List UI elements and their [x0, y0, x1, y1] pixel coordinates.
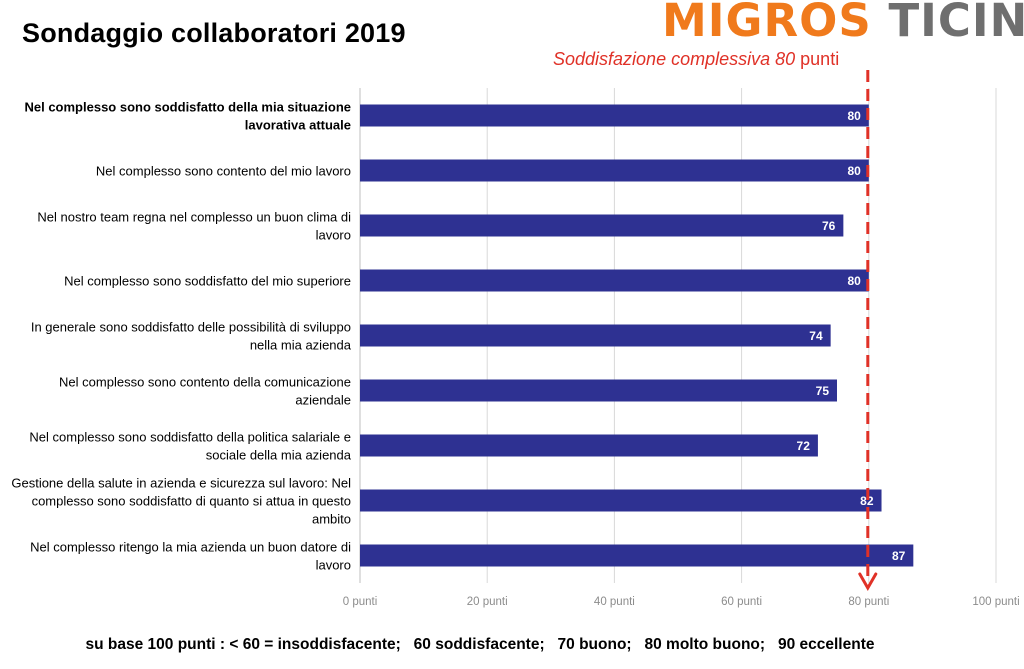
reference-arrow-icon	[858, 572, 878, 592]
category-label: complesso sono soddisfatto di quanto si …	[32, 494, 351, 509]
data-label: 75	[816, 384, 830, 398]
bar	[360, 214, 844, 237]
migros-ticino-logo: MIGROS TICINO	[662, 0, 1024, 47]
category-label: Nel complesso ritengo la mia azienda un …	[30, 540, 351, 555]
data-label: 80	[847, 109, 861, 123]
bar	[360, 434, 818, 457]
bar	[360, 324, 831, 347]
category-label: lavoro	[316, 558, 351, 573]
logo-word-migros: MIGROS	[662, 0, 872, 47]
page-title: Sondaggio collaboratori 2019	[22, 18, 406, 48]
category-label: ambito	[312, 512, 351, 527]
data-label: 72	[797, 439, 811, 453]
bar	[360, 269, 869, 292]
bar	[360, 159, 869, 182]
category-label: lavoro	[316, 228, 351, 243]
bar	[360, 489, 882, 512]
x-tick-label: 40 punti	[594, 596, 635, 608]
data-label: 82	[860, 494, 874, 508]
category-label: nella mia azienda	[250, 338, 352, 353]
category-label: Nel complesso sono soddisfatto del mio s…	[64, 274, 351, 289]
x-tick-label: 20 punti	[467, 596, 508, 608]
bar	[360, 379, 837, 402]
category-label: Nel complesso sono contento del mio lavo…	[96, 164, 351, 179]
scale-legend-footer: su base 100 punti : < 60 = insoddisfacen…	[85, 636, 875, 653]
category-label: In generale sono soddisfatto delle possi…	[31, 320, 351, 335]
overall-satisfaction-label: Soddisfazione complessiva 80 punti	[553, 49, 839, 70]
overall-prefix: Soddisfazione complessiva	[553, 49, 776, 69]
bar	[360, 544, 914, 567]
category-label: Nel complesso sono soddisfatto della mia…	[24, 100, 351, 115]
overall-value: 80	[775, 49, 796, 69]
bar	[360, 104, 869, 127]
data-label: 80	[847, 274, 861, 288]
data-label: 76	[822, 219, 836, 233]
category-label: lavorativa attuale	[245, 118, 351, 133]
logo-word-ticino: TICINO	[888, 0, 1024, 47]
category-label: aziendale	[295, 393, 351, 408]
x-tick-label: 100 punti	[972, 596, 1019, 608]
x-tick-label: 60 punti	[721, 596, 762, 608]
category-label: Nel complesso sono soddisfatto della pol…	[29, 430, 351, 445]
overall-unit: punti	[795, 49, 840, 69]
x-tick-label: 0 punti	[343, 596, 378, 608]
category-label: Gestione della salute in azienda e sicur…	[11, 476, 351, 491]
category-label: Nel complesso sono contento della comuni…	[59, 375, 351, 390]
data-label: 80	[847, 164, 861, 178]
category-label: Nel nostro team regna nel complesso un b…	[37, 210, 351, 225]
data-label: 74	[809, 329, 823, 343]
data-label: 87	[892, 549, 906, 563]
x-tick-label: 80 punti	[848, 596, 889, 608]
category-label: sociale della mia azienda	[206, 448, 352, 463]
